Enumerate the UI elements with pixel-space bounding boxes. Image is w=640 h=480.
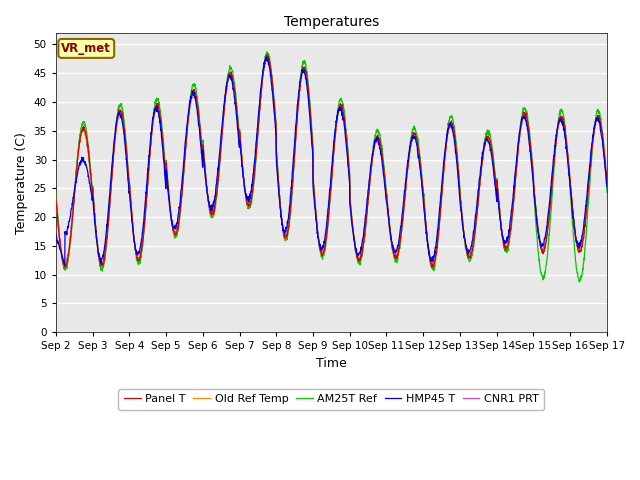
Panel T xyxy=(492,184,500,190)
AM25T Ref xyxy=(555,118,563,123)
AM25T Ref xyxy=(575,280,583,286)
CNR1 PRT xyxy=(52,197,60,203)
Panel T xyxy=(98,265,106,271)
Old Ref Temp xyxy=(61,264,68,270)
Panel T xyxy=(348,213,355,218)
Panel T xyxy=(360,240,367,245)
Panel T xyxy=(570,220,578,226)
Old Ref Temp xyxy=(206,206,214,212)
CNR1 PRT xyxy=(263,55,271,60)
Line: CNR1 PRT: CNR1 PRT xyxy=(56,58,607,267)
Old Ref Temp xyxy=(360,238,367,243)
Panel T xyxy=(52,195,60,201)
Old Ref Temp xyxy=(264,52,272,58)
AM25T Ref xyxy=(570,236,577,242)
HMP45 T xyxy=(360,230,367,236)
Y-axis label: Temperature (C): Temperature (C) xyxy=(15,132,28,233)
CNR1 PRT xyxy=(492,185,500,191)
AM25T Ref xyxy=(205,208,213,214)
CNR1 PRT xyxy=(555,119,563,125)
HMP45 T xyxy=(52,233,60,239)
HMP45 T xyxy=(348,216,355,221)
CNR1 PRT xyxy=(61,264,68,270)
CNR1 PRT xyxy=(348,216,355,222)
Old Ref Temp xyxy=(570,220,578,226)
AM25T Ref xyxy=(492,176,499,182)
Old Ref Temp xyxy=(348,216,355,221)
HMP45 T xyxy=(262,55,269,60)
HMP45 T xyxy=(206,205,214,211)
X-axis label: Time: Time xyxy=(316,357,347,370)
AM25T Ref xyxy=(264,47,271,53)
HMP45 T xyxy=(603,183,611,189)
Line: Panel T: Panel T xyxy=(56,55,607,268)
AM25T Ref xyxy=(52,193,60,199)
AM25T Ref xyxy=(360,243,367,249)
CNR1 PRT xyxy=(360,237,367,242)
Old Ref Temp xyxy=(52,196,60,202)
HMP45 T xyxy=(492,191,500,196)
HMP45 T xyxy=(570,221,578,227)
Line: HMP45 T: HMP45 T xyxy=(56,58,607,265)
Old Ref Temp xyxy=(555,120,563,126)
Panel T xyxy=(603,179,611,184)
Old Ref Temp xyxy=(603,180,611,186)
CNR1 PRT xyxy=(206,204,214,210)
CNR1 PRT xyxy=(570,219,578,225)
Line: AM25T Ref: AM25T Ref xyxy=(56,50,607,283)
AM25T Ref xyxy=(348,209,355,215)
AM25T Ref xyxy=(603,187,611,192)
Panel T xyxy=(555,120,563,126)
Line: Old Ref Temp: Old Ref Temp xyxy=(56,55,607,267)
Title: Temperatures: Temperatures xyxy=(284,15,379,29)
Panel T xyxy=(264,52,271,58)
HMP45 T xyxy=(61,262,68,268)
Old Ref Temp xyxy=(492,186,500,192)
Legend: Panel T, Old Ref Temp, AM25T Ref, HMP45 T, CNR1 PRT: Panel T, Old Ref Temp, AM25T Ref, HMP45 … xyxy=(118,389,544,410)
Panel T xyxy=(206,206,214,212)
Text: VR_met: VR_met xyxy=(61,42,111,55)
CNR1 PRT xyxy=(603,181,611,187)
HMP45 T xyxy=(555,121,563,127)
